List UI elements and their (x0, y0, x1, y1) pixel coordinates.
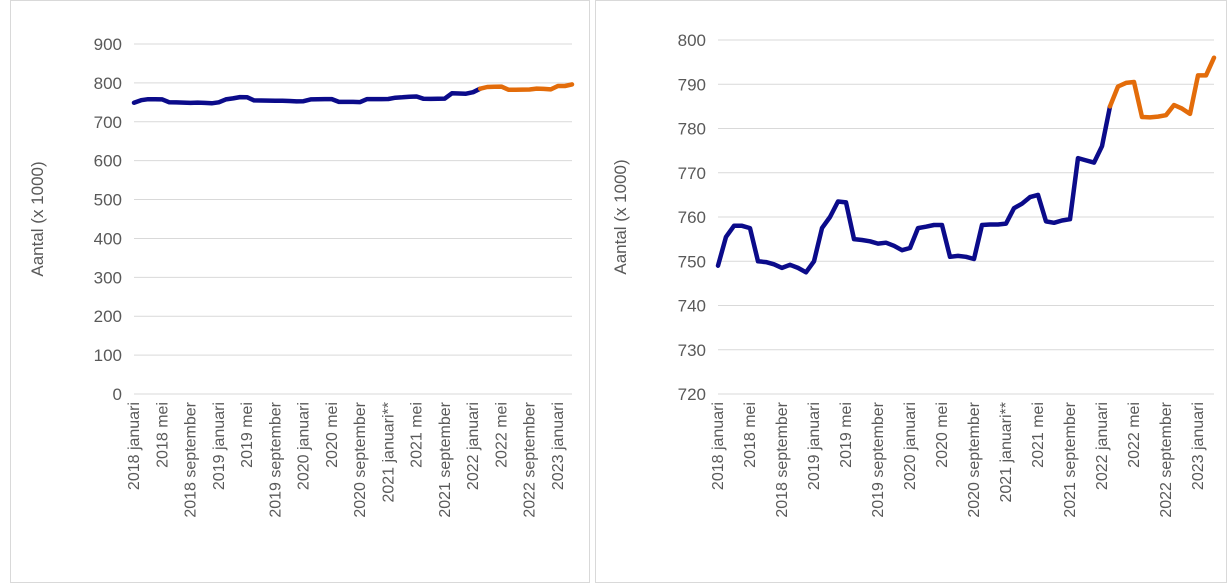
series-line-actual (715, 104, 1113, 275)
series-line-forecast (477, 82, 575, 92)
y-tick-label: 100 (94, 346, 122, 365)
x-tick-label: 2018 januari (710, 402, 727, 490)
chart-panel-right: 720 730 740 750 760 770 780 790 800 Aantal (x 100… (595, 0, 1227, 583)
x-tick-label: 2020 mei (324, 402, 341, 468)
series-line-actual (131, 86, 483, 106)
chart-panel-left: 0 100 200 300 400 500 600 700 800 900 Aantal (x 10… (10, 0, 590, 583)
y-tick-label: 0 (113, 385, 122, 404)
x-tick-label: 2021 mei (1030, 402, 1047, 468)
y-axis-title: Aantal (x 1000) (611, 159, 630, 274)
x-tick-label: 2019 januari (806, 402, 823, 490)
y-tick-label: 500 (94, 191, 122, 210)
x-tick-label: 2019 september (267, 401, 284, 517)
x-tick-label: 2022 september (522, 401, 539, 517)
y-tick-label: 740 (678, 297, 706, 316)
y-tick-label: 700 (94, 113, 122, 132)
y-tick-label: 790 (678, 75, 706, 94)
x-tick-label: 2022 september (1158, 401, 1175, 517)
x-tick-label: 2021 januari** (998, 402, 1015, 503)
y-tick-label: 720 (678, 385, 706, 404)
x-tick-label: 2019 september (870, 401, 887, 517)
x-tick-label: 2018 september (774, 401, 791, 517)
y-tick-label: 770 (678, 164, 706, 183)
y-tick-label: 800 (94, 74, 122, 93)
x-tick-label: 2023 januari (1190, 402, 1207, 490)
x-tick-label: 2022 mei (493, 402, 510, 468)
x-tick-label: 2018 januari (126, 402, 143, 490)
line-chart-full-scale: 0 100 200 300 400 500 600 700 800 900 Aantal (x 10… (28, 35, 575, 518)
y-tick-label: 800 (678, 31, 706, 50)
series-line-forecast (1107, 55, 1217, 120)
y-axis-title: Aantal (x 1000) (28, 161, 47, 276)
x-tick-label: 2021 januari** (380, 402, 397, 503)
x-tick-label: 2019 mei (239, 402, 256, 468)
x-tick-label: 2020 januari (902, 402, 919, 490)
y-tick-label: 780 (678, 120, 706, 139)
x-tick-label: 2022 januari (465, 402, 482, 490)
x-tick-label: 2021 september (437, 401, 454, 517)
y-tick-label: 750 (678, 252, 706, 271)
y-tick-label: 600 (94, 152, 122, 171)
x-tick-label: 2020 september (966, 401, 983, 517)
y-tick-label: 200 (94, 307, 122, 326)
x-tick-label: 2018 september (183, 401, 200, 517)
x-tick-label: 2018 mei (154, 402, 171, 468)
y-tick-label: 300 (94, 268, 122, 287)
x-tick-label: 2019 januari (211, 402, 228, 490)
x-tick-label: 2022 mei (1126, 402, 1143, 468)
x-tick-label: 2020 januari (296, 402, 313, 490)
y-tick-label: 400 (94, 229, 122, 248)
x-tick-label: 2022 januari (1094, 402, 1111, 490)
x-tick-label: 2021 mei (409, 402, 426, 468)
x-tick-label: 2020 september (352, 401, 369, 517)
line-chart-zoomed-scale: 720 730 740 750 760 770 780 790 800 Aantal (x 100… (611, 31, 1217, 518)
x-tick-label: 2020 mei (934, 402, 951, 468)
y-tick-label: 730 (678, 341, 706, 360)
y-tick-label: 900 (94, 35, 122, 54)
y-tick-label: 760 (678, 208, 706, 227)
x-tick-label: 2019 mei (838, 402, 855, 468)
x-tick-label: 2018 mei (742, 402, 759, 468)
x-tick-label: 2023 januari (550, 402, 567, 490)
x-tick-label: 2021 september (1062, 401, 1079, 517)
